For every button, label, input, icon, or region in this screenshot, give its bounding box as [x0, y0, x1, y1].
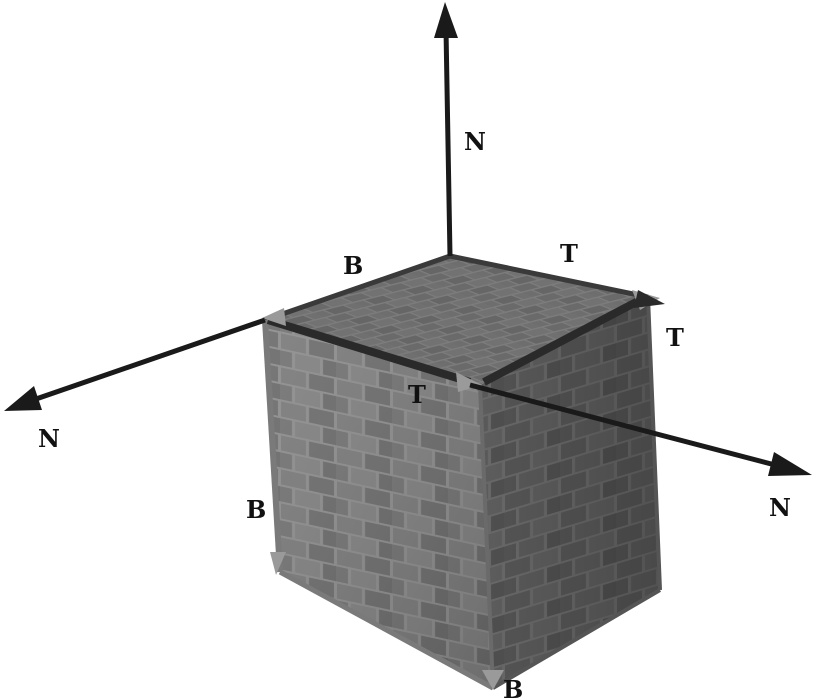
right-normal-arrow: [469, 382, 812, 476]
cube-right-face-shade: [480, 297, 660, 688]
top-left-corner-head: [262, 308, 286, 326]
label-bottom-bitangent: B: [503, 675, 523, 700]
label-left-normal: N: [38, 424, 60, 453]
top-normal-arrow: [434, 2, 458, 257]
cube-front-face-shade: [265, 320, 493, 688]
label-top-bitangent: B: [343, 251, 363, 280]
front-tangent-edge: [266, 316, 472, 386]
front-tangent-head: [456, 372, 482, 392]
right-tangent-edge: [482, 296, 642, 386]
label-top-normal: N: [464, 127, 486, 156]
left-normal-arrow: [4, 317, 266, 411]
label-top-tangent: T: [560, 239, 578, 268]
label-right-normal: N: [769, 493, 791, 522]
top-tangent-head: [634, 290, 665, 308]
label-right-tangent: T: [666, 323, 684, 352]
label-left-bitangent: B: [246, 495, 266, 524]
cube-edges: [262, 253, 662, 691]
left-bitangent-head: [270, 552, 286, 575]
bottom-bitangent-head: [482, 670, 504, 690]
label-front-tangent: T: [408, 380, 426, 409]
